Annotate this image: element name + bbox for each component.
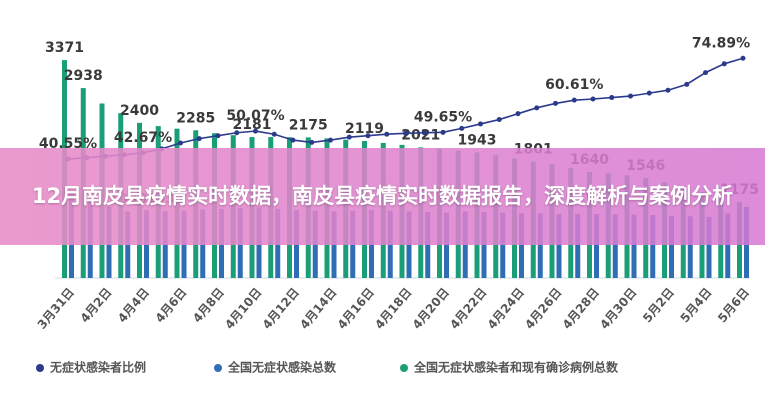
line-point: [421, 130, 427, 136]
line-point: [459, 125, 465, 131]
line-point: [703, 70, 708, 76]
data-label: 2181: [233, 117, 272, 133]
data-label: 2021: [401, 127, 440, 143]
title-banner: 12月南皮县疫情实时数据，南皮县疫情实时数据报告，深度解析与案例分析: [0, 148, 765, 245]
data-label: 50.07%: [226, 108, 284, 124]
x-tick-label: 4月20日: [410, 285, 452, 332]
data-label: 60.61%: [545, 77, 603, 93]
x-tick-label: 4月26日: [522, 285, 564, 332]
x-tick-label: 4月10日: [222, 285, 264, 332]
data-label: 2400: [120, 103, 159, 119]
line-point: [571, 97, 577, 103]
line-point: [290, 137, 296, 143]
legend-label: 全国无症状感染总数: [227, 360, 337, 375]
bar: [650, 214, 656, 278]
line-point: [478, 121, 483, 127]
line-point: [271, 131, 277, 137]
data-label: 2175: [289, 117, 328, 133]
line-point: [365, 133, 371, 139]
line-point: [253, 128, 258, 134]
x-tick-label: 4月6日: [153, 285, 190, 325]
bar: [687, 216, 693, 278]
x-tick-label: 4月14日: [297, 285, 339, 332]
x-tick-label: 5月2日: [640, 285, 677, 325]
bar: [612, 214, 618, 278]
line-point: [553, 100, 558, 106]
x-tick-label: 4月4日: [115, 285, 152, 325]
legend-marker: [36, 364, 44, 372]
line-point: [196, 136, 202, 142]
data-label: 2119: [345, 121, 384, 137]
line-point: [346, 134, 352, 140]
bar: [425, 212, 431, 278]
bar: [631, 214, 637, 278]
legend-label: 无症状感染者比例: [49, 360, 146, 375]
x-tick-label: 4月22日: [447, 285, 489, 332]
line-point: [740, 55, 746, 61]
bar: [556, 214, 562, 278]
line-point: [721, 61, 727, 67]
x-tick-label: 4月12日: [260, 285, 302, 332]
bar: [481, 212, 487, 278]
line-point: [178, 140, 183, 146]
x-tick-label: 4月8日: [190, 285, 227, 325]
line-point: [534, 105, 540, 111]
data-label: 49.65%: [414, 109, 472, 125]
line-point: [609, 95, 615, 101]
data-label: 42.67%: [114, 130, 172, 146]
line-point: [628, 93, 633, 99]
bar: [575, 213, 581, 278]
legend-label: 全国无症状感染者和现有确诊病例总数: [413, 360, 619, 375]
line-point: [403, 130, 408, 136]
line-point: [440, 129, 446, 135]
bar: [537, 213, 543, 278]
bar: [500, 212, 506, 278]
banner-title: 12月南皮县疫情实时数据，南皮县疫情实时数据报告，深度解析与案例分析: [31, 184, 734, 208]
bar: [706, 216, 712, 278]
legend-marker: [214, 364, 222, 372]
x-tick-label: 4月2日: [78, 285, 115, 325]
line-point: [646, 90, 652, 96]
x-tick-label: 5月6日: [715, 285, 752, 325]
data-label: 2285: [176, 110, 215, 126]
data-label: 1943: [458, 132, 497, 148]
bar: [669, 215, 674, 278]
bar: [594, 214, 599, 278]
x-tick-label: 4月18日: [372, 285, 414, 332]
line-point: [309, 139, 315, 145]
x-tick-label: 4月24日: [485, 285, 527, 332]
x-tick-label: 4月30日: [597, 285, 639, 332]
line-point: [684, 81, 690, 87]
bar: [519, 213, 524, 278]
line-point: [328, 137, 333, 143]
line-point: [234, 130, 240, 136]
x-tick-label: 4月28日: [560, 285, 602, 332]
legend-marker: [400, 364, 408, 372]
x-tick-label: 5月4日: [678, 285, 715, 325]
line-point: [590, 96, 596, 102]
data-label: 2938: [64, 68, 103, 84]
line-point: [215, 133, 221, 139]
data-label: 74.89%: [692, 35, 750, 51]
line-point: [515, 111, 521, 117]
x-tick-label: 4月16日: [335, 285, 377, 332]
line-point: [384, 131, 390, 137]
x-tick-label: 3月31日: [35, 285, 77, 332]
line-point: [665, 87, 671, 93]
bar: [444, 212, 449, 278]
bar: [725, 213, 731, 278]
data-label: 3371: [45, 40, 84, 56]
line-point: [496, 117, 502, 123]
